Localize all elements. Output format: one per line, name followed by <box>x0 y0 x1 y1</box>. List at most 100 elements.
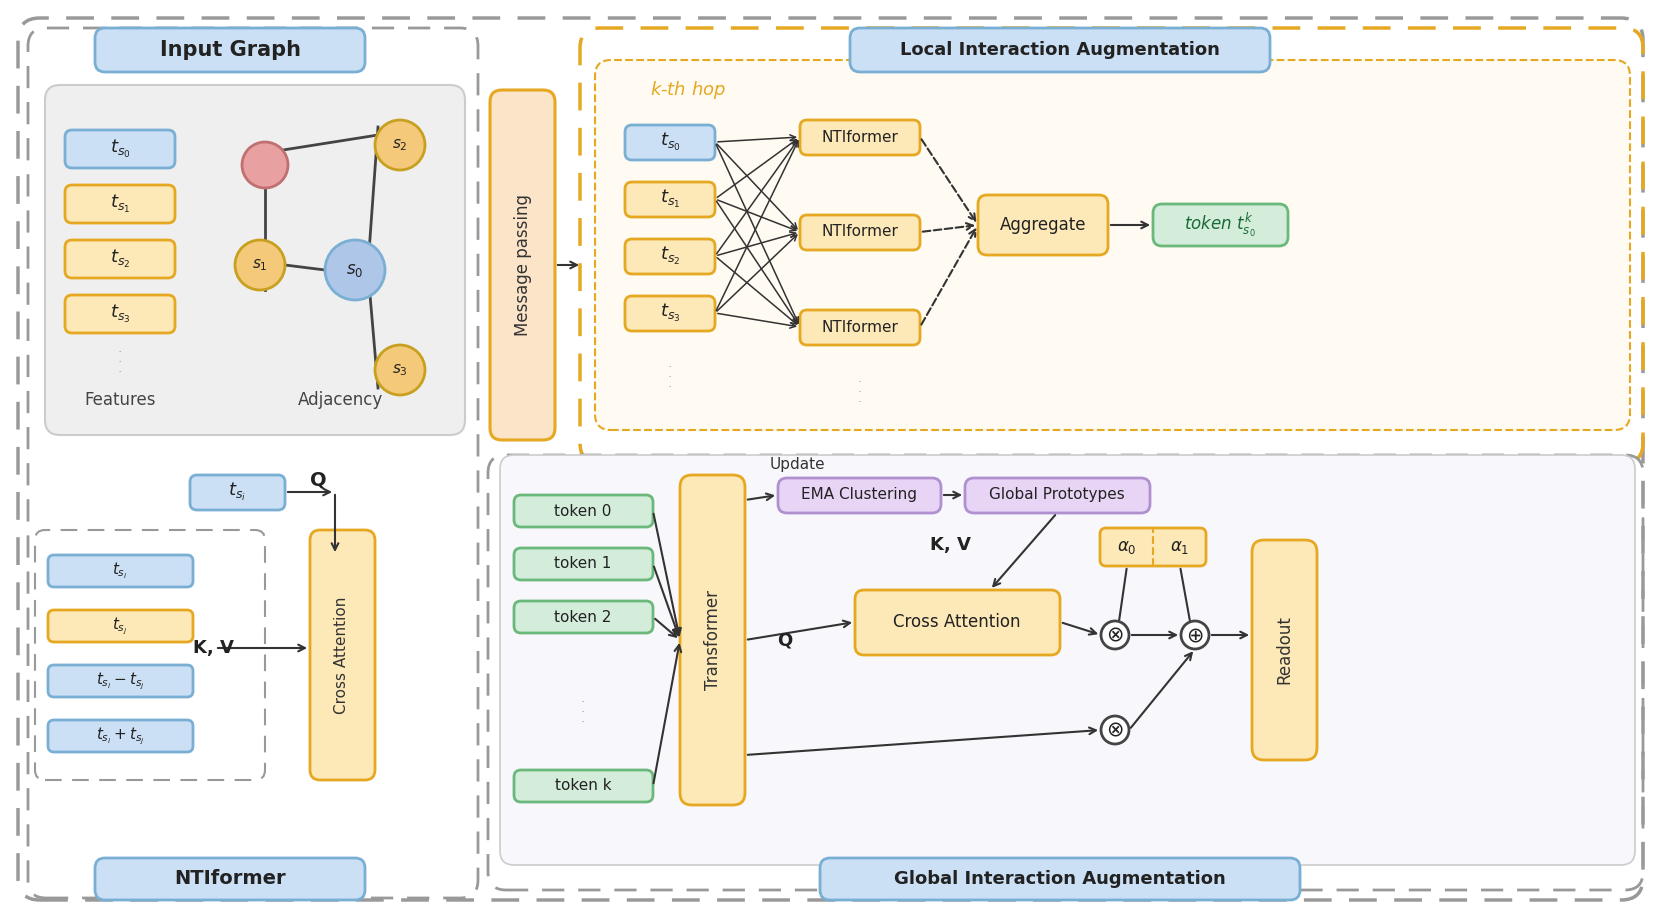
Circle shape <box>243 142 287 188</box>
Text: ⊗: ⊗ <box>1106 625 1124 645</box>
FancyBboxPatch shape <box>625 125 714 160</box>
Text: Readout: Readout <box>1276 616 1294 685</box>
Text: NTIformer: NTIformer <box>174 869 286 889</box>
Text: token 1: token 1 <box>555 556 611 572</box>
FancyBboxPatch shape <box>625 296 714 331</box>
FancyBboxPatch shape <box>679 475 746 805</box>
Text: $t_{s_i}$: $t_{s_i}$ <box>113 561 128 581</box>
FancyBboxPatch shape <box>1100 528 1206 566</box>
Text: NTIformer: NTIformer <box>822 319 899 334</box>
Text: $\alpha_1$: $\alpha_1$ <box>1171 538 1189 556</box>
Text: $\cdot$: $\cdot$ <box>581 697 585 703</box>
FancyBboxPatch shape <box>965 478 1149 513</box>
Text: Input Graph: Input Graph <box>159 40 301 60</box>
FancyBboxPatch shape <box>48 720 193 752</box>
Text: $s_2$: $s_2$ <box>392 137 409 153</box>
Circle shape <box>234 240 286 290</box>
FancyBboxPatch shape <box>850 28 1271 72</box>
Text: $token\ t^k_{s_0}$: $token\ t^k_{s_0}$ <box>1184 211 1256 240</box>
FancyBboxPatch shape <box>801 310 920 345</box>
FancyBboxPatch shape <box>625 239 714 274</box>
FancyBboxPatch shape <box>95 28 365 72</box>
Text: NTIformer: NTIformer <box>822 225 899 240</box>
Circle shape <box>1101 716 1129 744</box>
Text: Update: Update <box>771 457 826 473</box>
FancyBboxPatch shape <box>189 475 286 510</box>
FancyBboxPatch shape <box>65 130 174 168</box>
FancyBboxPatch shape <box>45 85 465 435</box>
FancyBboxPatch shape <box>513 770 653 802</box>
FancyBboxPatch shape <box>801 215 920 250</box>
FancyBboxPatch shape <box>65 240 174 278</box>
FancyBboxPatch shape <box>1153 204 1287 246</box>
Text: $\cdot$: $\cdot$ <box>581 707 585 713</box>
Text: NTIformer: NTIformer <box>822 129 899 144</box>
Text: Cross Attention: Cross Attention <box>894 613 1022 631</box>
FancyBboxPatch shape <box>500 455 1634 865</box>
Text: $t_{s_i}+t_{s_j}$: $t_{s_i}+t_{s_j}$ <box>96 725 145 746</box>
Circle shape <box>375 120 425 170</box>
FancyBboxPatch shape <box>855 590 1060 655</box>
Text: $\cdot$: $\cdot$ <box>118 367 121 373</box>
Circle shape <box>375 345 425 395</box>
Text: $\cdot$: $\cdot$ <box>859 397 862 403</box>
Text: $t_{s_i}-t_{s_j}$: $t_{s_i}-t_{s_j}$ <box>96 670 145 691</box>
Text: EMA Clustering: EMA Clustering <box>801 487 917 502</box>
Text: $t_{s_0}$: $t_{s_0}$ <box>659 131 681 153</box>
FancyBboxPatch shape <box>513 548 653 580</box>
Text: Adjacency: Adjacency <box>297 391 382 409</box>
Text: $t_{s_0}$: $t_{s_0}$ <box>110 138 130 160</box>
Text: Q: Q <box>309 471 326 489</box>
FancyBboxPatch shape <box>95 858 365 900</box>
Text: $s_3$: $s_3$ <box>392 362 409 378</box>
FancyBboxPatch shape <box>821 858 1301 900</box>
Text: $t_{s_2}$: $t_{s_2}$ <box>659 245 681 267</box>
Text: token 2: token 2 <box>555 610 611 624</box>
Text: Q: Q <box>777 631 792 649</box>
Text: $s_0$: $s_0$ <box>347 261 364 279</box>
FancyBboxPatch shape <box>513 495 653 527</box>
Text: K, V: K, V <box>193 639 234 657</box>
FancyBboxPatch shape <box>978 195 1108 255</box>
Text: $t_{s_i}$: $t_{s_i}$ <box>228 481 246 503</box>
Text: $\cdot$: $\cdot$ <box>668 372 671 378</box>
FancyBboxPatch shape <box>48 610 193 642</box>
Text: $\cdot$: $\cdot$ <box>581 717 585 723</box>
Text: $\cdot$: $\cdot$ <box>118 347 121 353</box>
Text: $t_{s_1}$: $t_{s_1}$ <box>110 193 130 215</box>
Text: $\cdot$: $\cdot$ <box>859 387 862 393</box>
FancyBboxPatch shape <box>48 665 193 697</box>
Text: ⊗: ⊗ <box>1106 720 1124 740</box>
Circle shape <box>326 240 385 300</box>
Text: token k: token k <box>555 778 611 793</box>
Circle shape <box>1101 621 1129 649</box>
Circle shape <box>1181 621 1209 649</box>
FancyBboxPatch shape <box>513 601 653 633</box>
Text: Global Interaction Augmentation: Global Interaction Augmentation <box>894 870 1226 888</box>
Text: $t_{s_2}$: $t_{s_2}$ <box>110 248 130 270</box>
Text: Local Interaction Augmentation: Local Interaction Augmentation <box>900 41 1219 59</box>
Text: $\alpha_0$: $\alpha_0$ <box>1118 538 1136 556</box>
Text: $\cdot$: $\cdot$ <box>859 377 862 383</box>
Text: token 0: token 0 <box>555 503 611 519</box>
FancyBboxPatch shape <box>65 295 174 333</box>
FancyBboxPatch shape <box>625 182 714 217</box>
FancyBboxPatch shape <box>48 555 193 587</box>
Text: Message passing: Message passing <box>513 194 532 336</box>
Text: $t_{s_3}$: $t_{s_3}$ <box>110 303 130 325</box>
Text: $\cdot$: $\cdot$ <box>668 382 671 388</box>
FancyBboxPatch shape <box>65 185 174 223</box>
Text: $\cdot$: $\cdot$ <box>668 362 671 368</box>
Text: $s_1$: $s_1$ <box>252 257 267 273</box>
Text: K, V: K, V <box>930 536 970 554</box>
FancyBboxPatch shape <box>311 530 375 780</box>
Text: $\cdot$: $\cdot$ <box>118 357 121 363</box>
FancyBboxPatch shape <box>1252 540 1317 760</box>
Text: ⊕: ⊕ <box>1186 625 1204 645</box>
FancyBboxPatch shape <box>777 478 942 513</box>
FancyBboxPatch shape <box>490 90 555 440</box>
Text: $t_{s_j}$: $t_{s_j}$ <box>113 615 128 636</box>
Text: $t_{s_1}$: $t_{s_1}$ <box>659 188 681 210</box>
Text: Cross Attention: Cross Attention <box>334 597 349 713</box>
Text: $t_{s_3}$: $t_{s_3}$ <box>659 302 681 324</box>
